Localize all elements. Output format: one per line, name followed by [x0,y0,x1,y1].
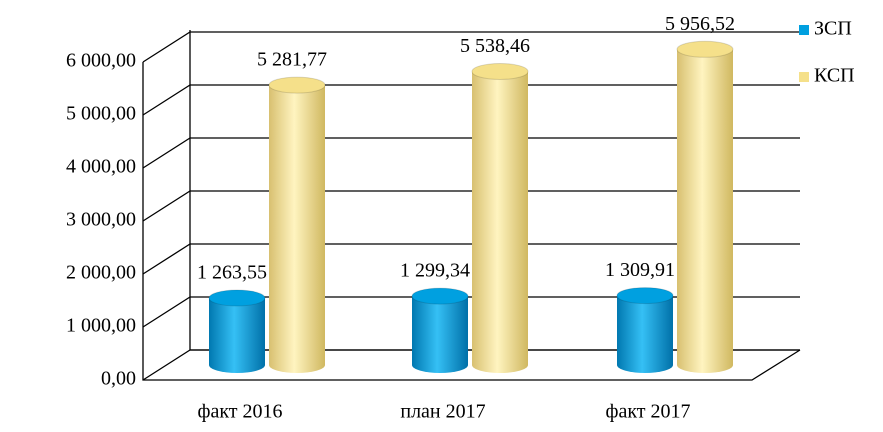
bar-top [676,40,734,58]
legend-swatch [799,72,809,82]
y-tick-label: 1 000,00 [66,315,136,337]
value-label: 5 538,46 [460,35,530,57]
y-tick-label: 6 000,00 [66,50,136,72]
bar-top [268,76,326,94]
y-tick-label: 2 000,00 [66,262,136,284]
legend-label: КСП [814,65,855,87]
grid-line [142,31,800,63]
legend-swatch [799,25,809,35]
bar-top [616,287,674,305]
value-label: 5 956,52 [665,13,735,35]
value-label: 5 281,77 [257,49,327,71]
value-label: 1 299,34 [400,260,470,282]
bar-top [411,287,469,305]
grid-line [142,296,800,328]
y-tick-label: 4 000,00 [66,156,136,178]
bar [209,298,265,365]
x-tick-label: факт 2016 [197,401,282,423]
grid-line [142,84,800,116]
bar [677,49,733,365]
bar [412,296,468,365]
y-tick-label: 0,00 [101,368,136,390]
grid-line [142,243,800,275]
legend-label: ЗСП [814,18,852,40]
y-tick-label: 3 000,00 [66,209,136,231]
bar-top [471,62,529,80]
grid-line [142,349,800,381]
x-tick-label: план 2017 [400,401,485,423]
grid-line [142,137,800,169]
grid-line [142,190,800,222]
bar [472,71,528,366]
bar-top [208,289,266,307]
bar [617,295,673,365]
y-tick-label: 5 000,00 [66,103,136,125]
x-tick-label: факт 2017 [605,401,690,423]
value-label: 1 263,55 [197,262,267,284]
value-label: 1 309,91 [605,259,675,281]
bar [269,85,325,365]
